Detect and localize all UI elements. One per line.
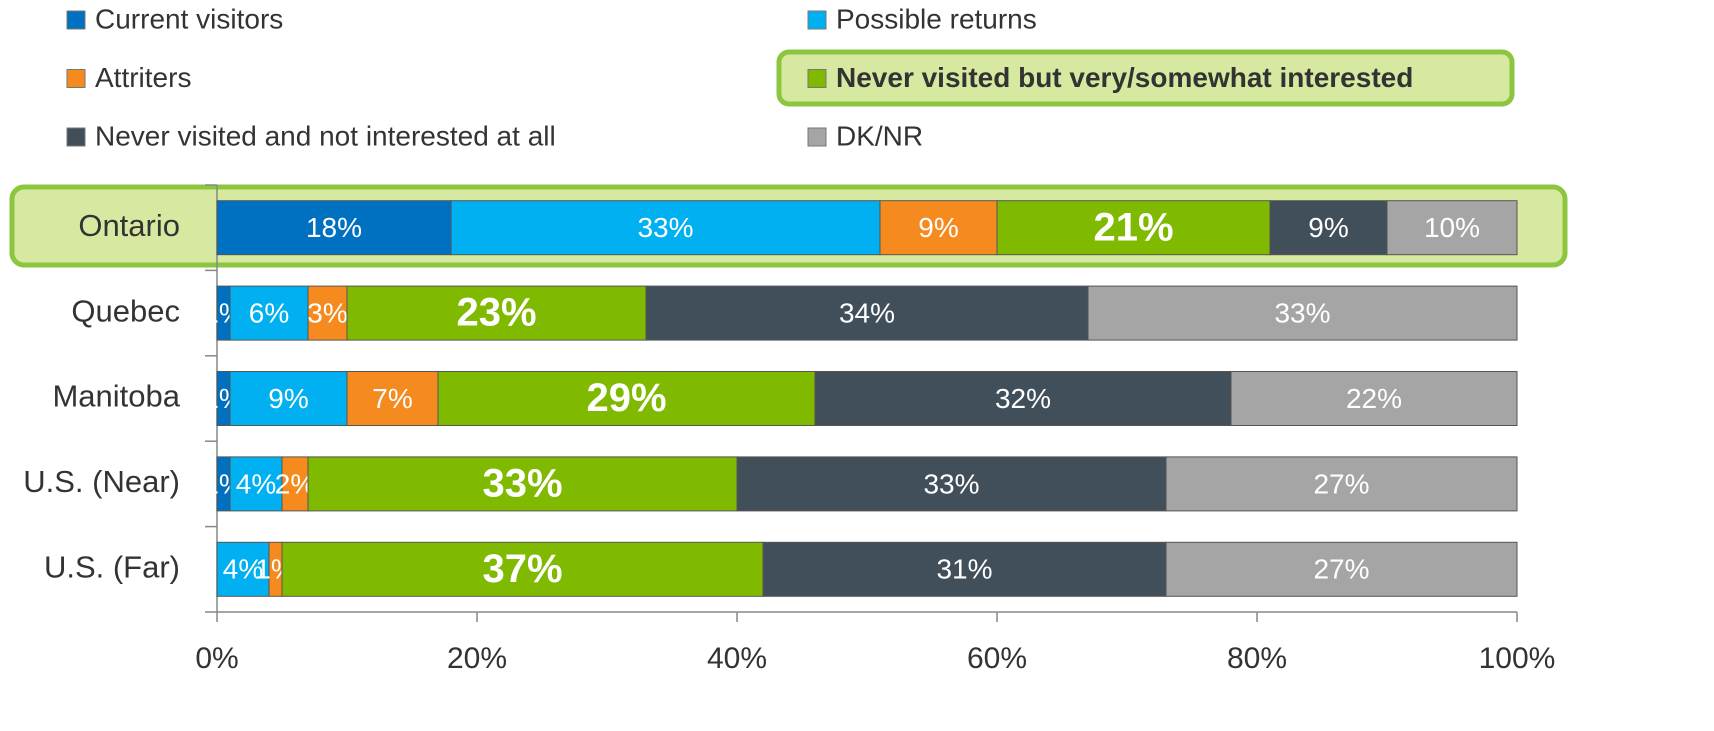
bar-segment <box>879 200 998 256</box>
x-tick-label: 60% <box>967 642 1027 675</box>
category-label: Manitoba <box>52 379 180 414</box>
legend-label: Possible returns <box>836 3 1037 34</box>
legend-highlight <box>776 49 1515 107</box>
bar-segment <box>1165 456 1518 512</box>
bar-segment <box>450 200 881 256</box>
category-label: Quebec <box>71 293 180 328</box>
category-label: U.S. (Near) <box>23 464 180 499</box>
bar-segment <box>1165 541 1518 597</box>
legend-label: Current visitors <box>95 3 283 34</box>
x-tick-label: 100% <box>1479 642 1556 675</box>
bar-segment <box>1087 285 1518 341</box>
data-label: 18% <box>306 212 362 243</box>
legend-label: Never visited and not interested at all <box>95 120 556 151</box>
bar-segment <box>216 541 270 597</box>
data-label: 33% <box>923 468 979 499</box>
data-label: 4% <box>236 468 276 499</box>
data-label: 21% <box>1093 205 1173 249</box>
bar-segment <box>736 456 1167 512</box>
bar-segment <box>346 285 647 341</box>
bar-segment <box>1230 371 1518 426</box>
data-label: 3% <box>307 297 347 328</box>
bar-segment <box>1386 200 1518 256</box>
data-label: 31% <box>936 554 992 585</box>
data-label: 6% <box>249 297 289 328</box>
bar-segment <box>216 200 452 256</box>
data-label: 33% <box>637 212 693 243</box>
data-label: 9% <box>1308 212 1348 243</box>
category-label: U.S. (Far) <box>44 549 180 584</box>
data-label: 23% <box>456 291 536 335</box>
data-label: 9% <box>918 212 958 243</box>
data-label: 29% <box>586 376 666 420</box>
bar-segment <box>281 456 309 512</box>
legend-swatch <box>66 69 86 88</box>
bar-segment <box>762 541 1167 597</box>
data-label: 37% <box>482 547 562 591</box>
legend-swatch <box>66 127 86 147</box>
data-label: 27% <box>1313 468 1369 499</box>
data-label: 27% <box>1313 554 1369 585</box>
x-tick-label: 20% <box>447 642 507 675</box>
data-label: 9% <box>268 383 308 414</box>
bar-segment <box>307 285 348 341</box>
legend-swatch <box>66 10 86 30</box>
x-tick-label: 0% <box>195 642 238 675</box>
bar-segment <box>229 285 309 341</box>
bar-segment <box>307 456 738 512</box>
data-label: 10% <box>1424 212 1480 243</box>
legend-label: Attriters <box>95 62 191 93</box>
data-label: 7% <box>372 383 412 414</box>
x-tick-label: 80% <box>1227 642 1287 675</box>
legend-swatch <box>807 10 827 30</box>
data-label: 22% <box>1346 383 1402 414</box>
data-label: 4% <box>223 554 263 585</box>
data-label: 33% <box>482 461 562 505</box>
bar-segment <box>645 285 1089 341</box>
bar-segment <box>229 371 348 426</box>
legend-swatch <box>807 127 827 147</box>
bar-segment <box>814 371 1232 426</box>
legend-label: Never visited but very/somewhat interest… <box>836 62 1413 93</box>
data-label: 34% <box>839 297 895 328</box>
data-label: 33% <box>1274 297 1330 328</box>
x-tick-label: 40% <box>707 642 767 675</box>
bar-segment <box>281 541 764 597</box>
legend-swatch <box>807 69 827 88</box>
data-label: 32% <box>995 383 1051 414</box>
category-label: Ontario <box>78 208 180 243</box>
legend-label: DK/NR <box>836 120 923 151</box>
